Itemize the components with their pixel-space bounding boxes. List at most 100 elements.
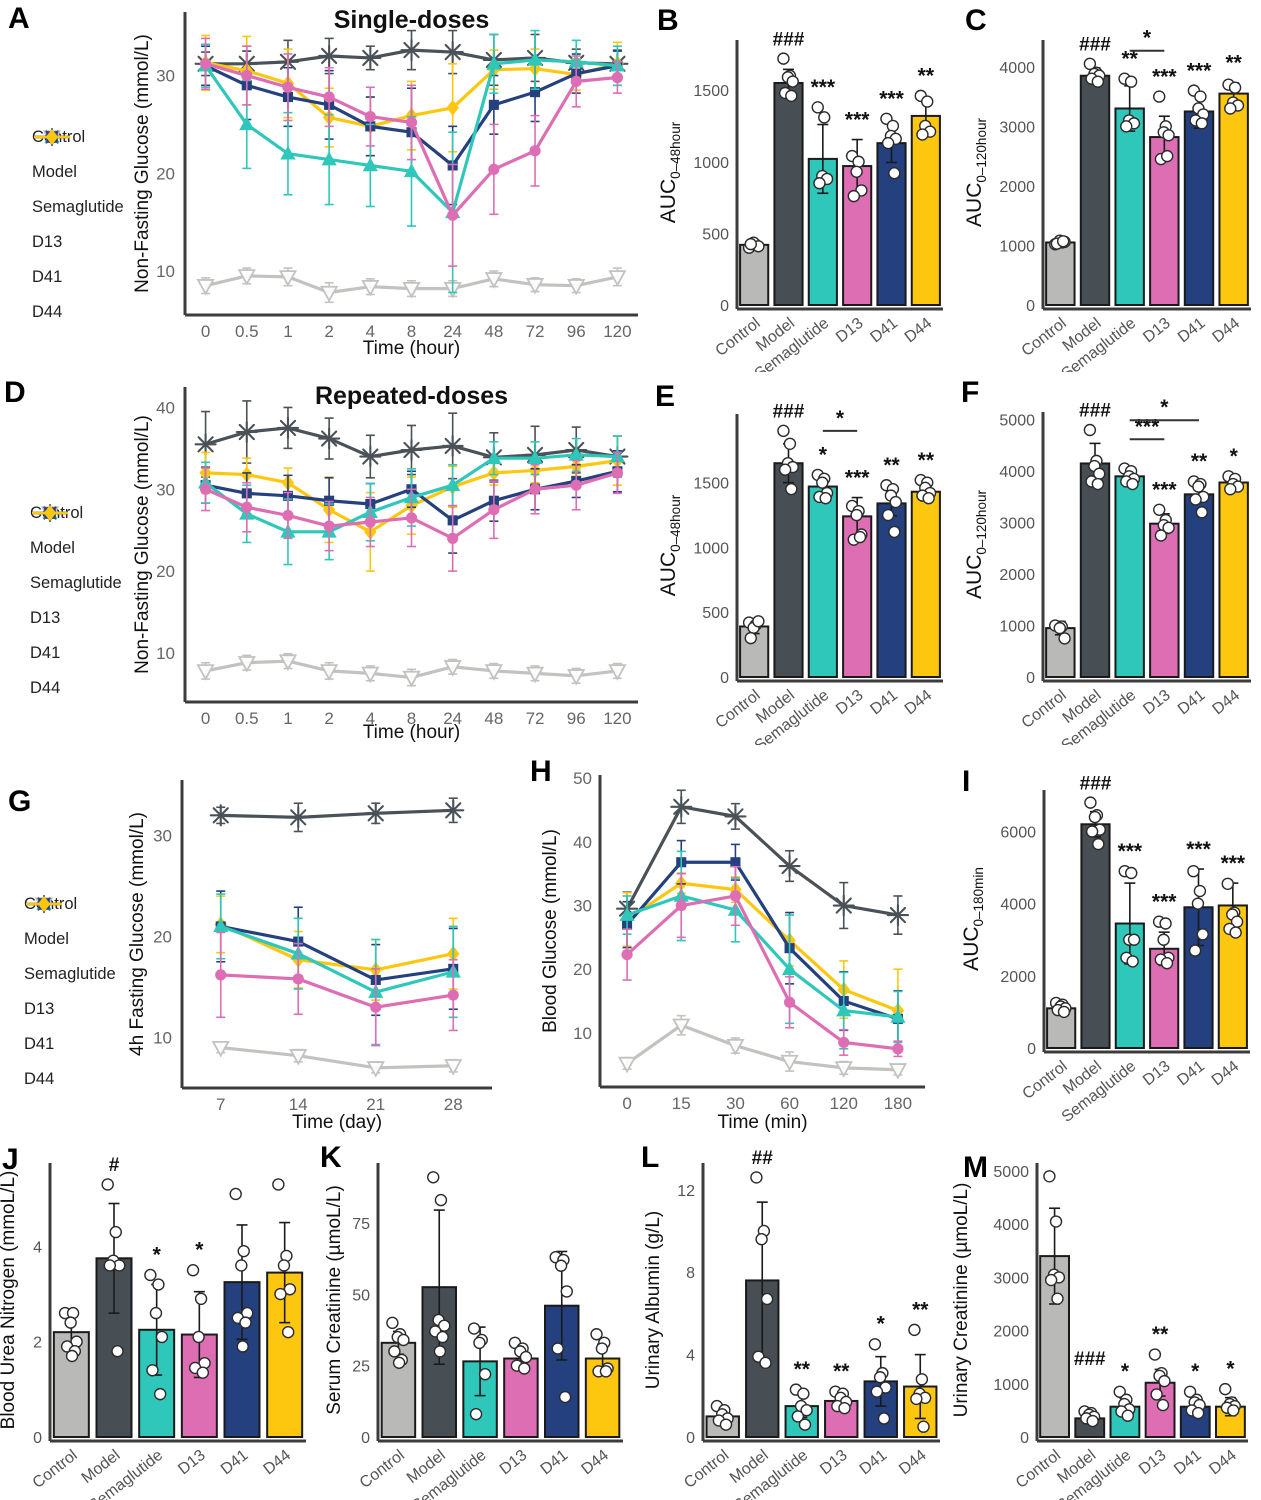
svg-text:1000: 1000	[999, 619, 1035, 636]
svg-text:50: 50	[573, 769, 592, 788]
legend-label: Model	[24, 929, 69, 948]
bar-Semaglutide	[1114, 864, 1145, 1049]
svg-text:96: 96	[567, 709, 586, 728]
bar-D13	[842, 138, 873, 306]
bar-D44	[1214, 1382, 1246, 1439]
panel-A: A 10 20 30 0 0.5 1 2 4 8 24 48 72 96 120 Single-doses N…	[0, 0, 645, 372]
bar-Model	[745, 1171, 780, 1438]
svg-text:D13: D13	[833, 687, 867, 719]
svg-text:**: **	[918, 65, 935, 88]
svg-text:Control: Control	[1020, 1058, 1071, 1103]
svg-text:D44: D44	[261, 1447, 295, 1479]
svg-text:###: ###	[1079, 401, 1111, 422]
svg-text:Control: Control	[1019, 687, 1070, 732]
svg-text:0: 0	[1026, 298, 1035, 315]
svg-text:72: 72	[526, 322, 545, 341]
svg-text:***: ***	[1152, 478, 1177, 501]
svg-text:2: 2	[33, 1335, 42, 1352]
svg-text:D41: D41	[867, 315, 901, 347]
series-Control	[196, 652, 627, 688]
panel-letter-G: G	[8, 785, 32, 818]
svg-text:1000: 1000	[693, 540, 729, 557]
svg-text:Control: Control	[357, 1447, 408, 1492]
svg-text:D44: D44	[896, 1447, 930, 1479]
svg-text:10: 10	[573, 1024, 592, 1043]
svg-text:D41: D41	[867, 687, 901, 719]
legend-item-Semaglutide: Semaglutide	[30, 505, 122, 594]
svg-text:5000: 5000	[993, 1164, 1029, 1181]
svg-text:48: 48	[484, 709, 503, 728]
series-Model	[616, 789, 909, 935]
svg-text:2000: 2000	[993, 1324, 1029, 1341]
svg-text:*: *	[1143, 27, 1152, 50]
bar-D44	[910, 89, 941, 307]
svg-text:Non-Fasting Glucose (mmol/L): Non-Fasting Glucose (mmol/L)	[132, 415, 153, 674]
panel-E: E 0 500 1000 1500 AUC0–48hour Control ### Model…	[645, 372, 955, 745]
svg-text:***: ***	[845, 108, 870, 131]
svg-text:D44: D44	[1206, 1447, 1240, 1479]
svg-text:2000: 2000	[999, 567, 1035, 584]
svg-text:D41: D41	[857, 1447, 891, 1479]
svg-text:Repeated-doses: Repeated-doses	[315, 382, 508, 410]
svg-text:2: 2	[324, 322, 333, 341]
svg-text:8: 8	[686, 1265, 695, 1282]
diamond-icon	[34, 129, 70, 145]
series-D41	[622, 839, 903, 1048]
legend-item-D44: D44	[32, 129, 124, 323]
svg-text:D41: D41	[218, 1447, 252, 1479]
bar-Model	[1080, 796, 1111, 1049]
svg-text:***: ***	[1118, 840, 1143, 863]
svg-text:#: #	[109, 1155, 120, 1176]
svg-text:AUC0–48hour: AUC0–48hour	[657, 121, 683, 223]
svg-text:AUC0–180min: AUC0–180min	[960, 867, 986, 971]
svg-text:0: 0	[1020, 1430, 1029, 1447]
panel-letter-C: C	[965, 4, 987, 37]
legend-item-Model: Model	[32, 127, 124, 183]
bar-Semaglutide	[807, 101, 838, 306]
diamond-icon	[26, 896, 62, 912]
bar-D44	[1218, 470, 1249, 678]
bar-D44	[910, 473, 941, 678]
bar-D44	[584, 1328, 621, 1439]
svg-text:Control: Control	[1013, 1447, 1064, 1492]
bar-D41	[544, 1250, 580, 1438]
svg-text:14: 14	[289, 1095, 308, 1114]
svg-text:D44: D44	[1210, 315, 1244, 347]
panel-C-chart: 01000200030004000AUC0–120hourControl###M…	[963, 27, 1251, 372]
svg-text:30: 30	[573, 897, 592, 916]
svg-text:12: 12	[677, 1183, 695, 1200]
bar-Control	[1039, 1170, 1071, 1438]
svg-text:1500: 1500	[693, 83, 729, 100]
svg-text:8: 8	[407, 709, 416, 728]
svg-text:D13: D13	[175, 1447, 209, 1479]
svg-text:20: 20	[156, 164, 175, 183]
svg-text:4000: 4000	[999, 60, 1035, 77]
svg-text:Single-doses: Single-doses	[334, 6, 490, 34]
svg-text:*: *	[1191, 1360, 1200, 1383]
svg-text:8: 8	[407, 322, 416, 341]
panel-I-chart: 0200040006000AUC0–180minControl###Model*…	[960, 774, 1250, 1126]
legend-label: D41	[32, 267, 63, 286]
svg-text:30: 30	[726, 1094, 745, 1113]
svg-text:**: **	[833, 1360, 850, 1383]
svg-text:D44: D44	[902, 687, 936, 719]
svg-text:0: 0	[201, 322, 210, 341]
svg-text:###: ###	[773, 29, 805, 50]
bar-Control	[739, 615, 770, 678]
svg-text:D13: D13	[833, 315, 867, 347]
svg-text:4: 4	[686, 1348, 695, 1365]
svg-text:1500: 1500	[693, 476, 729, 493]
svg-text:20: 20	[573, 960, 592, 979]
bar-D41	[863, 1338, 898, 1439]
bar-D13	[1149, 90, 1180, 306]
svg-text:4: 4	[33, 1239, 42, 1256]
bar-D13	[842, 496, 873, 678]
bar-Control	[1045, 619, 1076, 679]
panel-letter-B: B	[657, 4, 679, 37]
svg-text:500: 500	[702, 226, 729, 243]
legend-item-D44: D44	[30, 505, 122, 699]
panel-B: B 0 500 1000 1500 AUC0–48hour Control ### Model…	[645, 0, 955, 372]
